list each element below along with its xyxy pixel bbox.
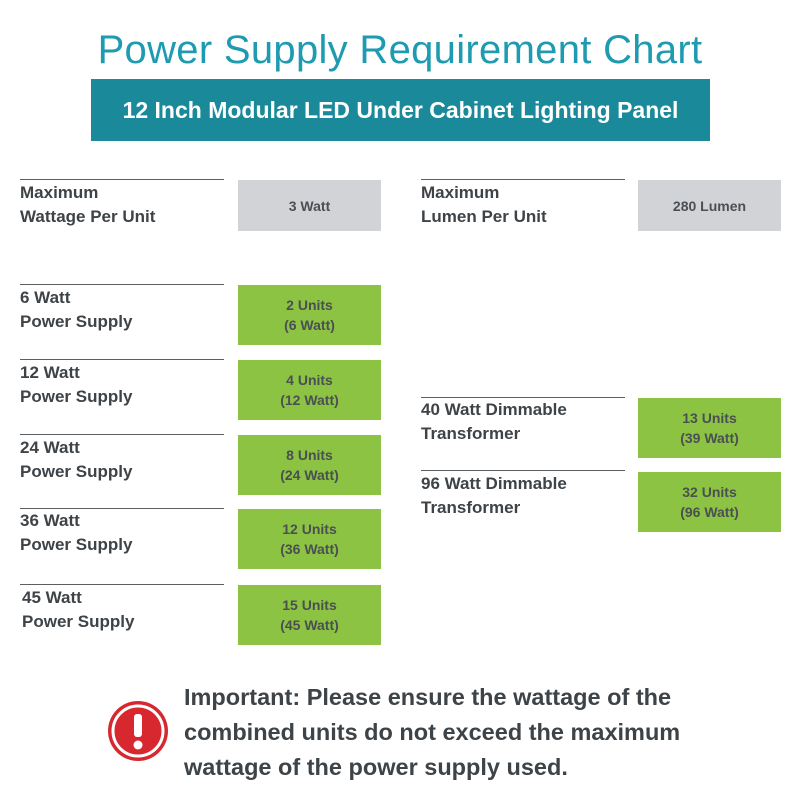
label-line: Wattage Per Unit xyxy=(20,207,156,226)
rule-ps-5 xyxy=(20,584,224,585)
important-note: Important: Please ensure the wattage of … xyxy=(184,680,784,785)
label-tr-40w: 40 Watt Dimmable Transformer xyxy=(421,398,567,446)
label-line: Power Supply xyxy=(20,312,133,331)
value-text: 3 Watt xyxy=(288,197,331,214)
units-count: 4 Units xyxy=(286,372,333,388)
label-line: 40 Watt Dimmable xyxy=(421,400,567,419)
value-max-lumen: 280 Lumen xyxy=(638,180,781,231)
value-max-wattage: 3 Watt xyxy=(238,180,381,231)
rule-ps-2 xyxy=(20,359,224,360)
label-line: Maximum xyxy=(421,183,500,202)
units-watt: (45 Watt) xyxy=(280,617,339,633)
label-ps-12w: 12 Watt Power Supply xyxy=(20,361,132,409)
units-watt: (96 Watt) xyxy=(680,504,739,520)
label-line: Power Supply xyxy=(20,535,133,554)
rule-ps-4 xyxy=(20,508,224,509)
units-count: 8 Units xyxy=(286,447,333,463)
rule-ps-3 xyxy=(20,434,224,435)
label-ps-24w: 24 Watt Power Supply xyxy=(20,436,132,484)
label-line: Power Supply xyxy=(20,387,133,406)
label-line: 24 Watt xyxy=(20,438,80,457)
units-count: 13 Units xyxy=(682,410,737,426)
units-count: 2 Units xyxy=(286,297,333,313)
units-tr-96w: 32 Units (96 Watt) xyxy=(638,472,781,532)
label-line: Lumen Per Unit xyxy=(421,207,547,226)
units-ps-36w: 12 Units (36 Watt) xyxy=(238,509,381,569)
note-line: Important: Please ensure the wattage of … xyxy=(184,684,672,710)
note-line: wattage of the power supply used. xyxy=(184,754,568,780)
label-ps-6w: 6 Watt Power Supply xyxy=(20,286,132,334)
label-line: Power Supply xyxy=(20,462,133,481)
label-line: 45 Watt xyxy=(22,588,82,607)
rule-ps-1 xyxy=(20,284,224,285)
label-line: Maximum xyxy=(20,183,99,202)
units-count: 32 Units xyxy=(682,484,737,500)
value-text: 280 Lumen xyxy=(672,197,747,214)
units-count: 12 Units xyxy=(282,521,337,537)
units-watt: (6 Watt) xyxy=(284,317,335,333)
units-ps-12w: 4 Units (12 Watt) xyxy=(238,360,381,420)
label-tr-96w: 96 Watt Dimmable Transformer xyxy=(421,472,567,520)
units-watt: (12 Watt) xyxy=(280,392,339,408)
rule-lumen xyxy=(421,179,625,180)
rule-wattage xyxy=(20,179,224,180)
label-max-wattage: Maximum Wattage Per Unit xyxy=(20,181,155,229)
units-ps-24w: 8 Units (24 Watt) xyxy=(238,435,381,495)
units-count: 15 Units xyxy=(282,597,337,613)
units-watt: (39 Watt) xyxy=(680,430,739,446)
label-max-lumen: Maximum Lumen Per Unit xyxy=(421,181,547,229)
units-watt: (24 Watt) xyxy=(280,467,339,483)
label-line: Power Supply xyxy=(22,612,135,631)
page-title: Power Supply Requirement Chart xyxy=(97,28,703,72)
units-ps-6w: 2 Units (6 Watt) xyxy=(238,285,381,345)
rule-tr-1 xyxy=(421,397,625,398)
subtitle-banner: 12 Inch Modular LED Under Cabinet Lighti… xyxy=(91,79,710,141)
label-line: Transformer xyxy=(421,424,521,443)
label-line: 96 Watt Dimmable xyxy=(421,474,567,493)
units-watt: (36 Watt) xyxy=(280,541,339,557)
label-line: 6 Watt xyxy=(20,288,71,307)
label-line: 12 Watt xyxy=(20,363,80,382)
label-ps-45w: 45 Watt Power Supply xyxy=(22,586,134,634)
label-ps-36w: 36 Watt Power Supply xyxy=(20,509,132,557)
units-tr-40w: 13 Units (39 Watt) xyxy=(638,398,781,458)
exclamation-alert-icon xyxy=(108,701,168,761)
label-line: 36 Watt xyxy=(20,511,80,530)
label-line: Transformer xyxy=(421,498,521,517)
rule-tr-2 xyxy=(421,470,625,471)
note-line: combined units do not exceed the maximum xyxy=(184,719,681,745)
units-ps-45w: 15 Units (45 Watt) xyxy=(238,585,381,645)
